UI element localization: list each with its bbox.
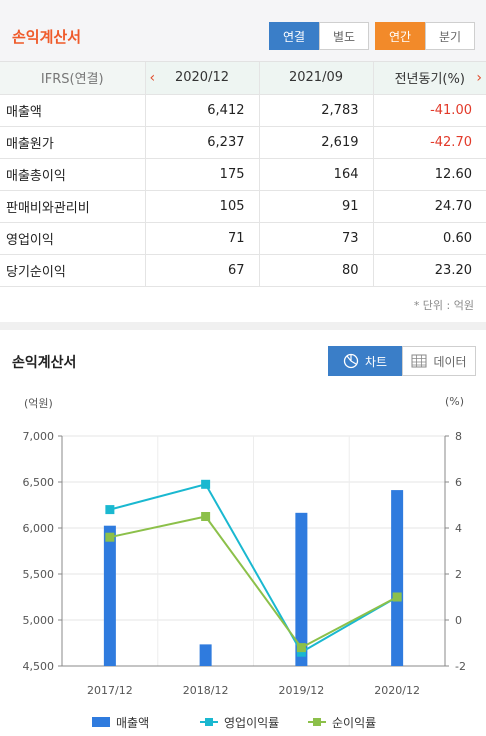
tab-separate[interactable]: 별도 bbox=[319, 22, 369, 50]
data-point bbox=[392, 592, 402, 602]
column-header: 전년동기(%) › bbox=[372, 62, 486, 95]
table-grid-icon bbox=[411, 354, 427, 368]
bar bbox=[103, 525, 116, 666]
table-row: 당기순이익 67 80 23.20 bbox=[0, 254, 486, 287]
legend-line-swatch bbox=[308, 718, 326, 726]
column-header: ‹ 2020/12 bbox=[144, 62, 259, 95]
column-header: 2021/09 bbox=[258, 62, 373, 95]
row-label: 매출총이익 bbox=[0, 158, 145, 191]
table-cell: 91 bbox=[258, 190, 373, 223]
section-divider bbox=[0, 322, 486, 330]
table-row: 매출원가 6,237 2,619 -42.70 bbox=[0, 126, 486, 159]
table-cell: 80 bbox=[258, 254, 373, 287]
x-tick-label: 2017/12 bbox=[87, 684, 133, 697]
row-label: 매출액 bbox=[0, 94, 145, 127]
chevron-right-icon[interactable]: › bbox=[476, 70, 482, 86]
scope-toggle: 연결 별도 bbox=[269, 22, 369, 50]
tab-consolidated[interactable]: 연결 bbox=[269, 22, 319, 50]
table-cell: -41.00 bbox=[372, 94, 486, 127]
y-right-tick-label: 6 bbox=[455, 476, 462, 489]
chart-view-button[interactable]: 차트 bbox=[328, 346, 402, 376]
x-tick-label: 2018/12 bbox=[183, 684, 229, 697]
table-cell: 2,619 bbox=[258, 126, 373, 159]
table-cell: 6,237 bbox=[144, 126, 259, 159]
table-cell: -42.70 bbox=[372, 126, 486, 159]
y-left-tick-label: 6,000 bbox=[23, 522, 55, 535]
table-cell: 6,412 bbox=[144, 94, 259, 127]
legend-bar-swatch bbox=[92, 717, 110, 727]
table-cell: 71 bbox=[144, 222, 259, 255]
data-point bbox=[201, 512, 211, 521]
legend-item: 순이익률 bbox=[308, 712, 376, 732]
table-cell: 0.60 bbox=[372, 222, 486, 255]
y-right-tick-label: -2 bbox=[455, 660, 466, 673]
period-toggle: 연간 분기 bbox=[375, 22, 475, 50]
table-row: 영업이익 71 73 0.60 bbox=[0, 222, 486, 255]
tab-annual[interactable]: 연간 bbox=[375, 22, 425, 50]
y-left-tick-label: 5,000 bbox=[23, 614, 55, 627]
x-tick-label: 2019/12 bbox=[279, 684, 325, 697]
y-right-tick-label: 8 bbox=[455, 430, 462, 443]
left-axis-label: (억원) bbox=[24, 397, 53, 410]
bar bbox=[295, 512, 308, 666]
bar bbox=[391, 490, 404, 666]
row-label: 매출원가 bbox=[0, 126, 145, 159]
right-axis-label: (%) bbox=[445, 395, 465, 408]
tab-quarterly[interactable]: 분기 bbox=[425, 22, 475, 50]
table-cell: 12.60 bbox=[372, 158, 486, 191]
header-bar: 손익계산서 연결 별도 연간 분기 bbox=[0, 0, 486, 62]
data-view-button[interactable]: 데이터 bbox=[402, 346, 476, 376]
series-line bbox=[109, 515, 398, 649]
legend-label: 순이익률 bbox=[332, 715, 377, 730]
y-left-tick-label: 4,500 bbox=[23, 660, 55, 673]
table-cell: 73 bbox=[258, 222, 373, 255]
table-header-row: IFRS(연결) ‹ 2020/12 2021/09 전년동기(%) › bbox=[0, 62, 486, 95]
page-title: 손익계산서 bbox=[12, 28, 82, 46]
data-point bbox=[201, 479, 211, 489]
income-statement-table: IFRS(연결) ‹ 2020/12 2021/09 전년동기(%) › 매출액… bbox=[0, 62, 486, 287]
y-right-tick-label: 4 bbox=[455, 522, 462, 535]
table-cell: 105 bbox=[144, 190, 259, 223]
data-point bbox=[296, 647, 306, 657]
table-cell: 24.70 bbox=[372, 190, 486, 223]
y-right-tick-label: 2 bbox=[455, 568, 462, 581]
chevron-left-icon[interactable]: ‹ bbox=[149, 70, 156, 86]
view-toggle: 차트 데이터 bbox=[328, 346, 476, 376]
legend-item: 매출액 bbox=[92, 712, 149, 732]
y-right-tick-label: 0 bbox=[455, 614, 462, 627]
unit-note: * 단위 : 억원 bbox=[413, 299, 474, 312]
chart-legend: 매출액 영업이익률 순이익률 bbox=[0, 712, 486, 732]
table-cell: 2,783 bbox=[258, 94, 373, 127]
data-point bbox=[296, 643, 306, 653]
row-label: 당기순이익 bbox=[0, 254, 145, 287]
data-point bbox=[105, 532, 115, 542]
table-row: 매출총이익 175 164 12.60 bbox=[0, 158, 486, 191]
legend-item: 영업이익률 bbox=[200, 712, 279, 732]
chart-section-title: 손익계산서 bbox=[12, 355, 77, 371]
table-corner-label: IFRS(연결) bbox=[0, 62, 145, 95]
legend-line-swatch bbox=[200, 718, 218, 726]
pie-chart-icon bbox=[343, 353, 359, 369]
table-cell: 175 bbox=[144, 158, 259, 191]
row-label: 판매비와관리비 bbox=[0, 190, 145, 223]
legend-label: 매출액 bbox=[116, 715, 150, 730]
y-left-tick-label: 7,000 bbox=[23, 430, 55, 443]
data-point bbox=[105, 505, 115, 515]
y-left-tick-label: 6,500 bbox=[23, 476, 55, 489]
table-cell: 67 bbox=[144, 254, 259, 287]
legend-label: 영업이익률 bbox=[224, 715, 280, 730]
y-left-tick-label: 5,500 bbox=[23, 568, 55, 581]
table-cell: 164 bbox=[258, 158, 373, 191]
series-line bbox=[109, 483, 398, 654]
bar bbox=[199, 644, 212, 666]
table-row: 판매비와관리비 105 91 24.70 bbox=[0, 190, 486, 223]
table-row: 매출액 6,412 2,783 -41.00 bbox=[0, 94, 486, 127]
income-chart: 7,000 6,500 6,000 5,500 5,000 4,500 8 6 4 2 0 -2 201… bbox=[23, 430, 466, 697]
row-label: 영업이익 bbox=[0, 222, 145, 255]
table-cell: 23.20 bbox=[372, 254, 486, 287]
x-tick-label: 2020/12 bbox=[374, 684, 420, 697]
